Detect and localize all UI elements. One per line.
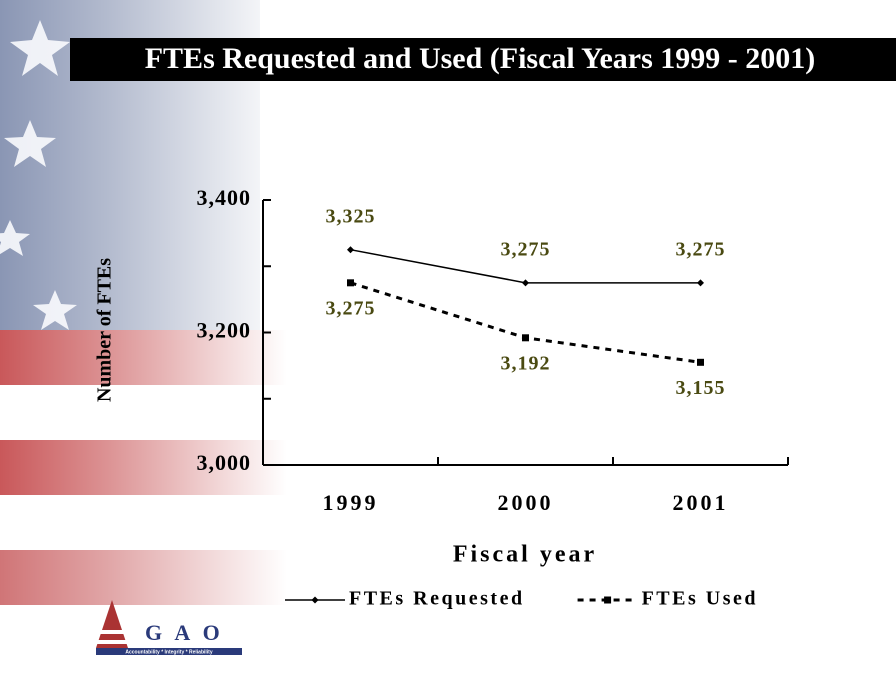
logo: G A O Accountability * Integrity * Relia… (96, 600, 242, 655)
data-label: 3,325 (326, 205, 376, 227)
data-label: 3,192 (501, 352, 551, 374)
data-label: 3,275 (501, 238, 551, 260)
x-tick-label: 2000 (498, 490, 554, 515)
data-label: 3,275 (676, 238, 726, 260)
marker (347, 279, 354, 287)
marker (522, 334, 529, 342)
data-label: 3,155 (676, 377, 726, 399)
marker (522, 279, 529, 287)
logo-icon (96, 600, 128, 648)
marker (311, 596, 319, 604)
logo-motto: Accountability * Integrity * Reliability (125, 649, 212, 655)
y-axis-label: Number of FTEs (94, 258, 116, 402)
legend-label: FTEs Requested (349, 588, 525, 610)
logo-name: G A O (145, 620, 224, 645)
marker (697, 358, 704, 366)
x-axis-label: Fiscal year (453, 542, 597, 568)
data-label: 3,275 (326, 297, 376, 319)
y-tick-label: 3,000 (197, 450, 252, 475)
title-bar (70, 38, 896, 81)
x-tick-label: 2001 (673, 490, 729, 515)
marker (604, 596, 612, 604)
chart-title: FTEs Requested and Used (Fiscal Years 19… (145, 42, 816, 75)
marker (347, 246, 354, 254)
y-tick-label: 3,400 (197, 185, 252, 210)
marker (697, 279, 704, 287)
x-tick-label: 1999 (323, 490, 379, 515)
y-tick-label: 3,200 (197, 318, 252, 343)
legend-label: FTEs Used (642, 588, 758, 610)
